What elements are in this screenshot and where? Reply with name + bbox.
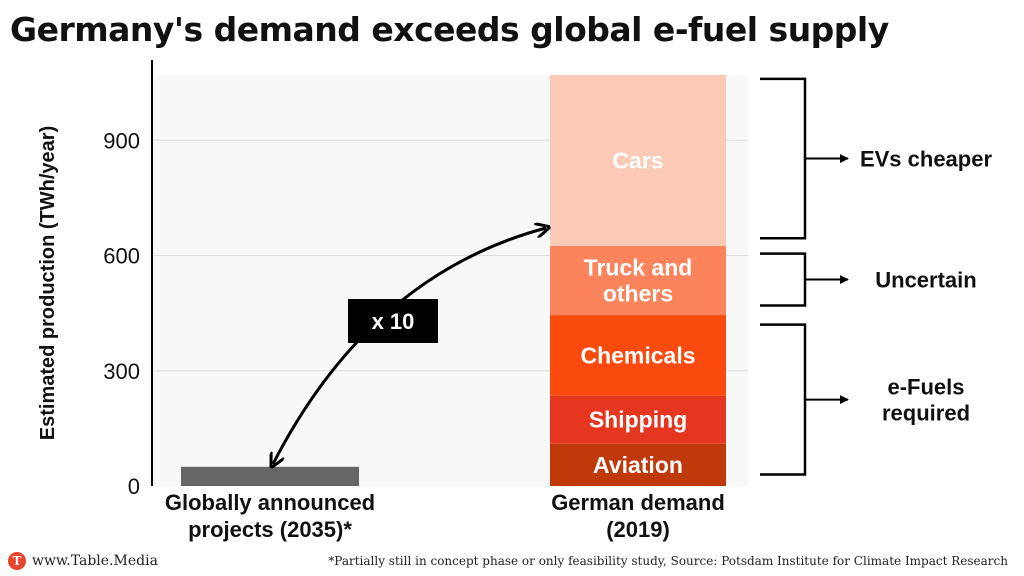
segment-label: Cars [612, 147, 663, 173]
segment-labels: Aviation Shipping Chemicals Truck andothers… [580, 147, 695, 477]
x-tick-label: projects (2035)* [188, 517, 352, 542]
y-axis-label: Estimated production (TWh/year) [37, 126, 59, 440]
segment-label: Shipping [589, 407, 687, 433]
segment-label: Chemicals [580, 342, 695, 368]
x-tick-label: (2019) [606, 517, 670, 542]
bar-segment [550, 245, 726, 316]
segment-label: others [603, 281, 673, 307]
bracket-label: EVs cheaper [860, 147, 993, 172]
bar-segment [181, 466, 359, 486]
bracket-label: e-Fuels [887, 375, 964, 400]
y-tick-label: 600 [103, 244, 140, 269]
source-note: *Partially still in concept phase or onl… [328, 554, 1008, 568]
bracket-label: Uncertain [875, 268, 976, 293]
brand-logo-icon: T [8, 552, 26, 570]
segment-label: Truck and [584, 255, 693, 281]
bars [181, 75, 726, 486]
bracket [760, 252, 807, 307]
bar-segment [550, 75, 726, 246]
y-tick-label: 0 [128, 474, 140, 499]
bar-segment [550, 315, 726, 396]
multiplier-label: x 10 [372, 309, 415, 334]
y-tick-label: 900 [103, 128, 140, 153]
bracket [760, 77, 807, 240]
bracket-label: required [882, 401, 970, 426]
bar-segment [550, 395, 726, 444]
footer-brand[interactable]: T www.Table.Media [8, 552, 158, 570]
chart-title: Germany's demand exceeds global e-fuel s… [10, 10, 889, 49]
x-tick-label: German demand [551, 490, 725, 515]
y-tick-label: 300 [103, 359, 140, 384]
y-ticks: 0 300 600 900 [103, 128, 140, 499]
bracket [760, 323, 807, 476]
segment-label: Aviation [593, 452, 683, 478]
multiplier-arrow: x 10 [273, 228, 546, 464]
x-tick-label: Globally announced [165, 490, 375, 515]
bar-segment [550, 443, 726, 486]
multiplier-box [348, 299, 438, 343]
brand-url[interactable]: www.Table.Media [32, 553, 158, 569]
